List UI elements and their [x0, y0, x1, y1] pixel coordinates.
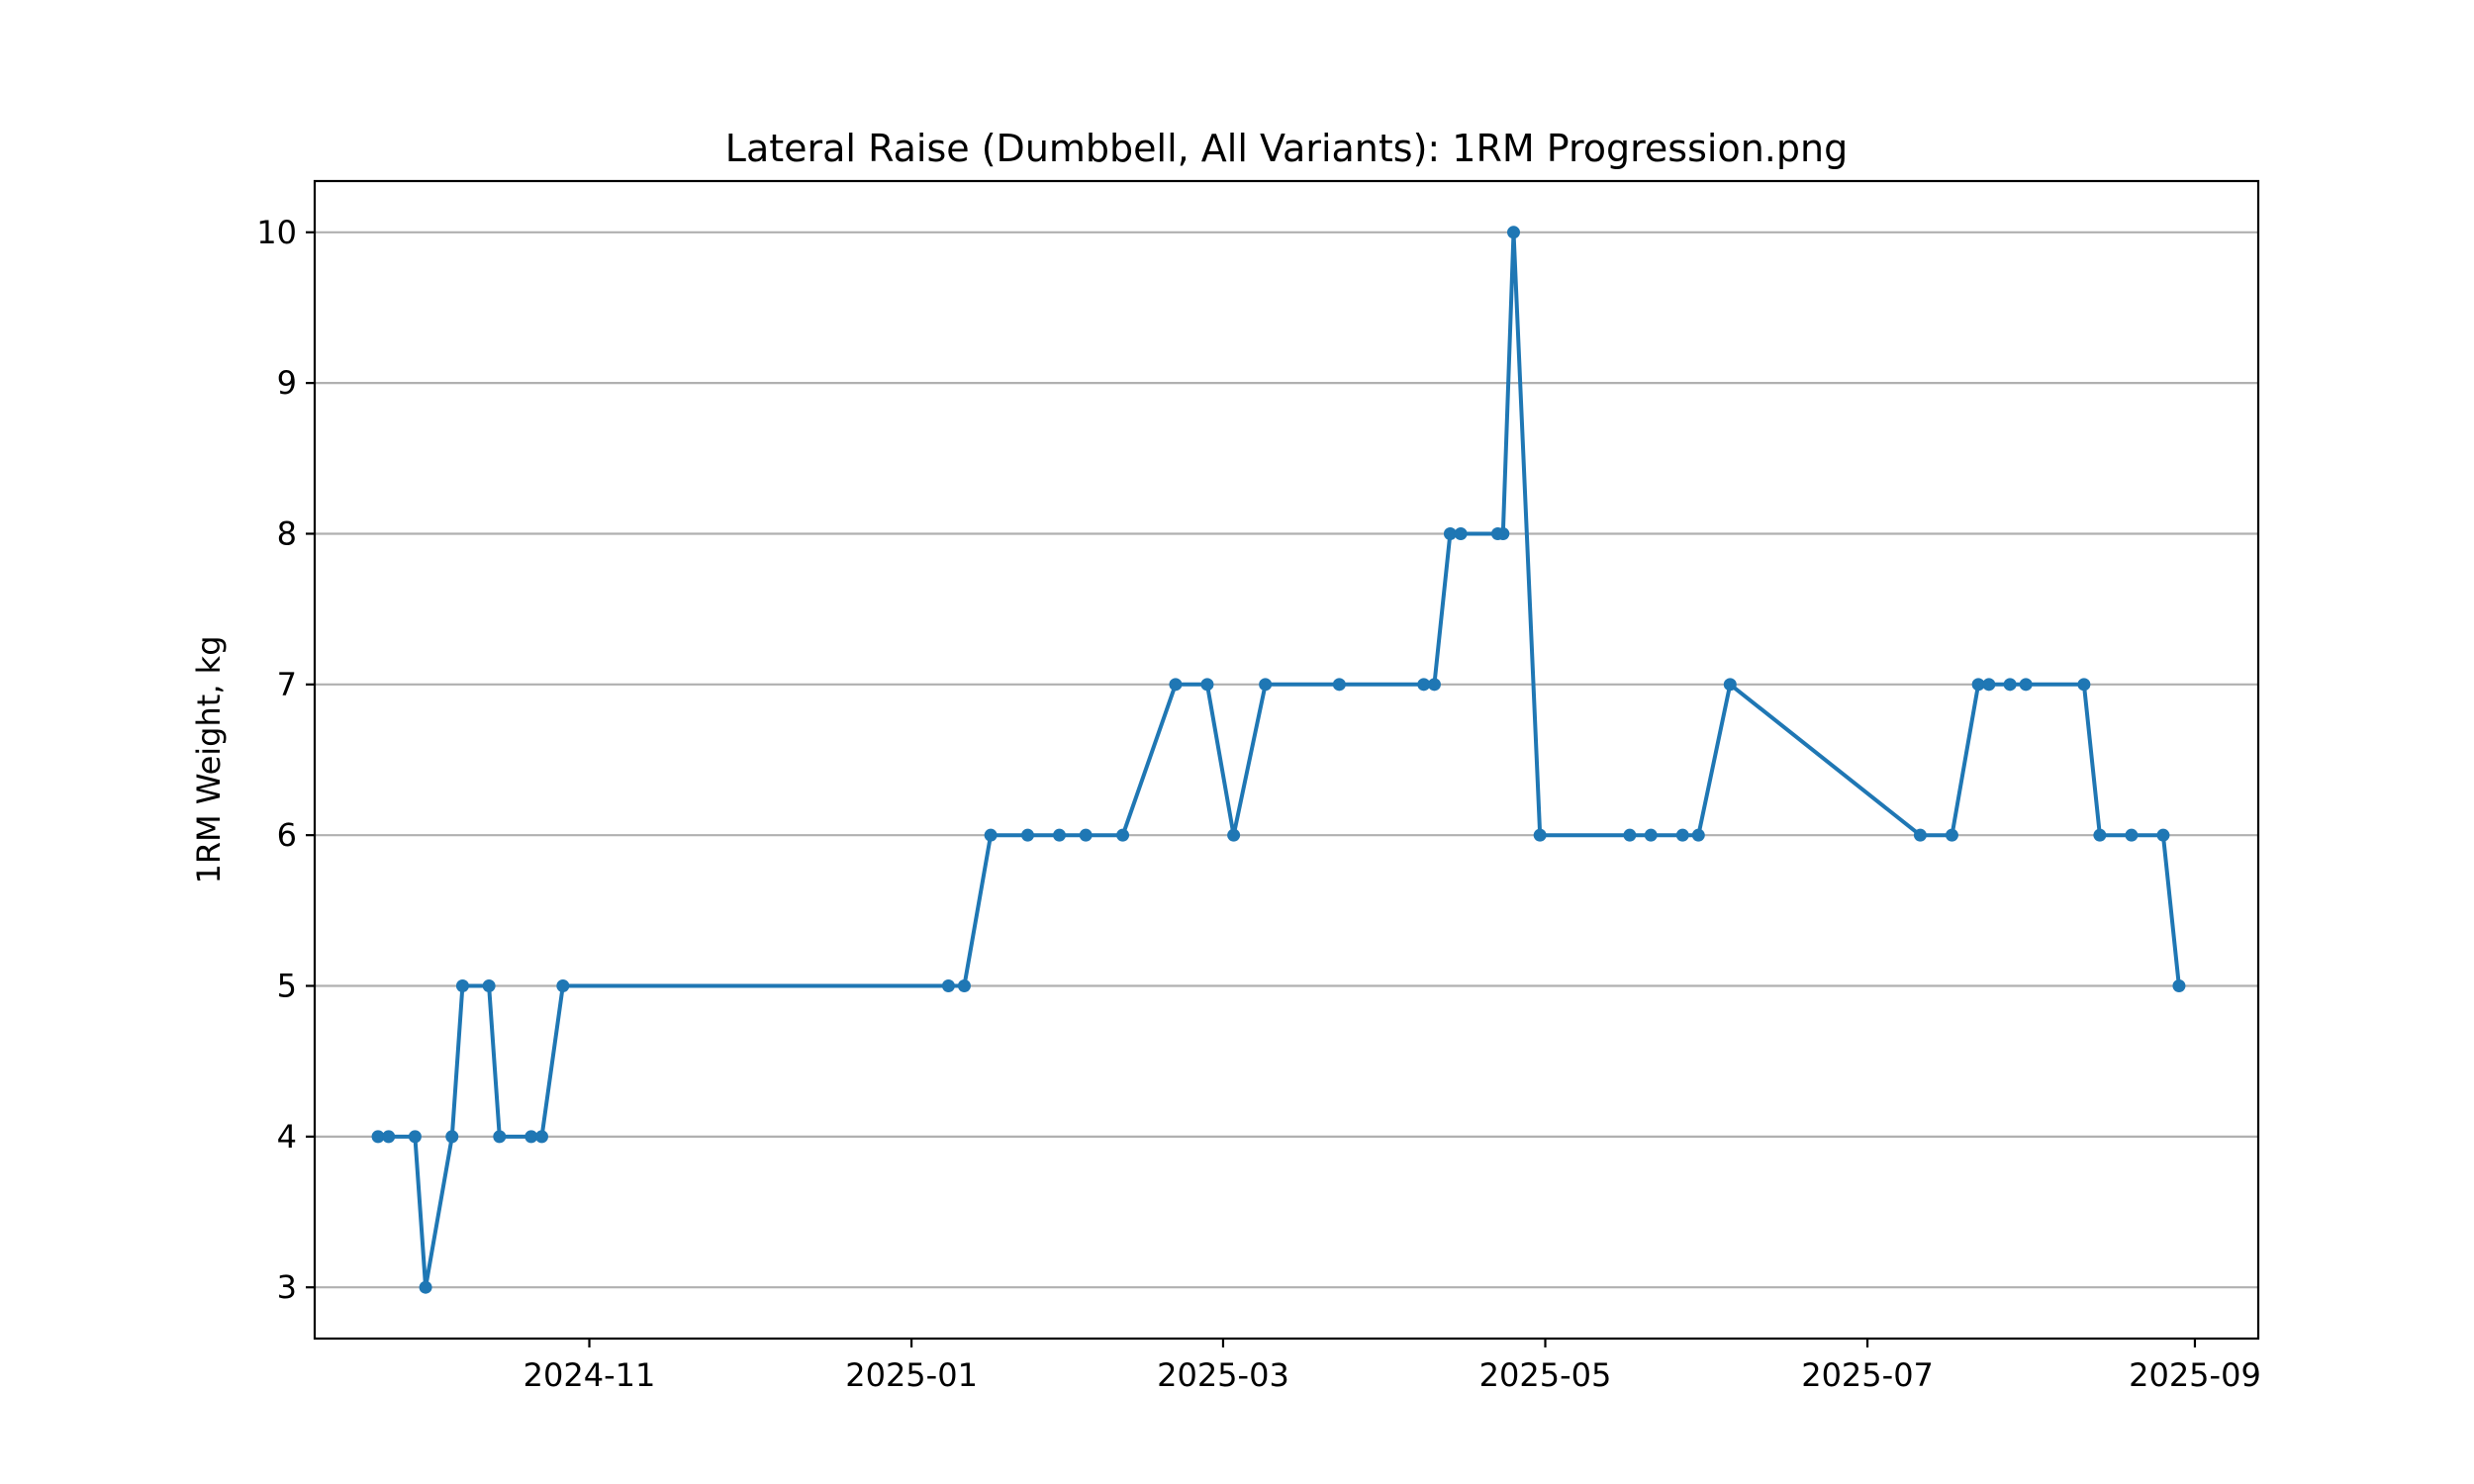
data-point [1913, 828, 1927, 842]
y-tick-label: 3 [277, 1268, 297, 1306]
data-point [1259, 678, 1273, 692]
data-point [1417, 678, 1431, 692]
y-tick-label: 5 [277, 968, 297, 1005]
data-point [445, 1130, 459, 1144]
data-point [1691, 828, 1705, 842]
data-point [941, 979, 955, 993]
data-point [1427, 678, 1441, 692]
data-point [2077, 678, 2091, 692]
y-tick-label: 10 [256, 214, 297, 251]
data-point [1644, 828, 1658, 842]
data-point [2125, 828, 2139, 842]
data-point [1533, 828, 1547, 842]
x-tick-label: 2025-03 [1157, 1356, 1289, 1394]
data-point [556, 979, 570, 993]
y-tick-label: 7 [277, 666, 297, 703]
data-point [1496, 526, 1510, 540]
y-tick-label: 9 [277, 364, 297, 402]
data-point [534, 1130, 548, 1144]
data-point [1169, 678, 1183, 692]
data-point [1506, 226, 1520, 239]
data-point [1454, 526, 1468, 540]
y-axis-label: 1RM Weight, kg [190, 635, 228, 883]
series-line [378, 230, 2181, 1290]
data-point [524, 1130, 538, 1144]
data-point [419, 1280, 432, 1294]
data-point [1053, 828, 1067, 842]
data-point [2019, 678, 2033, 692]
x-tick-label: 2024-11 [523, 1356, 656, 1394]
data-point [1020, 828, 1034, 842]
data-point [1227, 828, 1241, 842]
data-point [408, 1130, 422, 1144]
y-tick-label: 8 [277, 514, 297, 552]
data-point [2093, 828, 2107, 842]
data-point [455, 979, 469, 993]
data-point [1971, 678, 1985, 692]
y-tick-label: 4 [277, 1118, 297, 1156]
data-point [382, 1130, 396, 1144]
data-point [1723, 678, 1737, 692]
data-point [1623, 828, 1637, 842]
data-point [957, 979, 971, 993]
data-point [1443, 526, 1457, 540]
series-layer [371, 226, 2186, 1294]
data-point [482, 979, 496, 993]
data-point [2003, 678, 2017, 692]
data-point [1200, 678, 1214, 692]
plot-area-frame [313, 179, 2260, 1341]
x-tick-label: 2025-07 [1801, 1356, 1934, 1394]
data-point [1675, 828, 1689, 842]
data-point [1332, 678, 1346, 692]
chart-title: Lateral Raise (Dumbbell, All Variants): … [725, 127, 1848, 170]
y-tick-label: 6 [277, 816, 297, 854]
x-tick-label: 2025-01 [845, 1356, 978, 1394]
data-point [2172, 979, 2186, 993]
data-point [1079, 828, 1093, 842]
data-point [1116, 828, 1130, 842]
data-point [984, 828, 998, 842]
x-tick-label: 2025-09 [2129, 1356, 2261, 1394]
data-point [2156, 828, 2170, 842]
x-tick-label: 2025-05 [1479, 1356, 1612, 1394]
axis-ticks: 3 4 5 6 7 8 9 10 2024-11 2025-01 2025-03 2025-05 202… [256, 214, 2261, 1394]
data-point [1945, 828, 1958, 842]
data-point [493, 1130, 507, 1144]
data-point [371, 1130, 385, 1144]
data-point [1982, 678, 1996, 692]
